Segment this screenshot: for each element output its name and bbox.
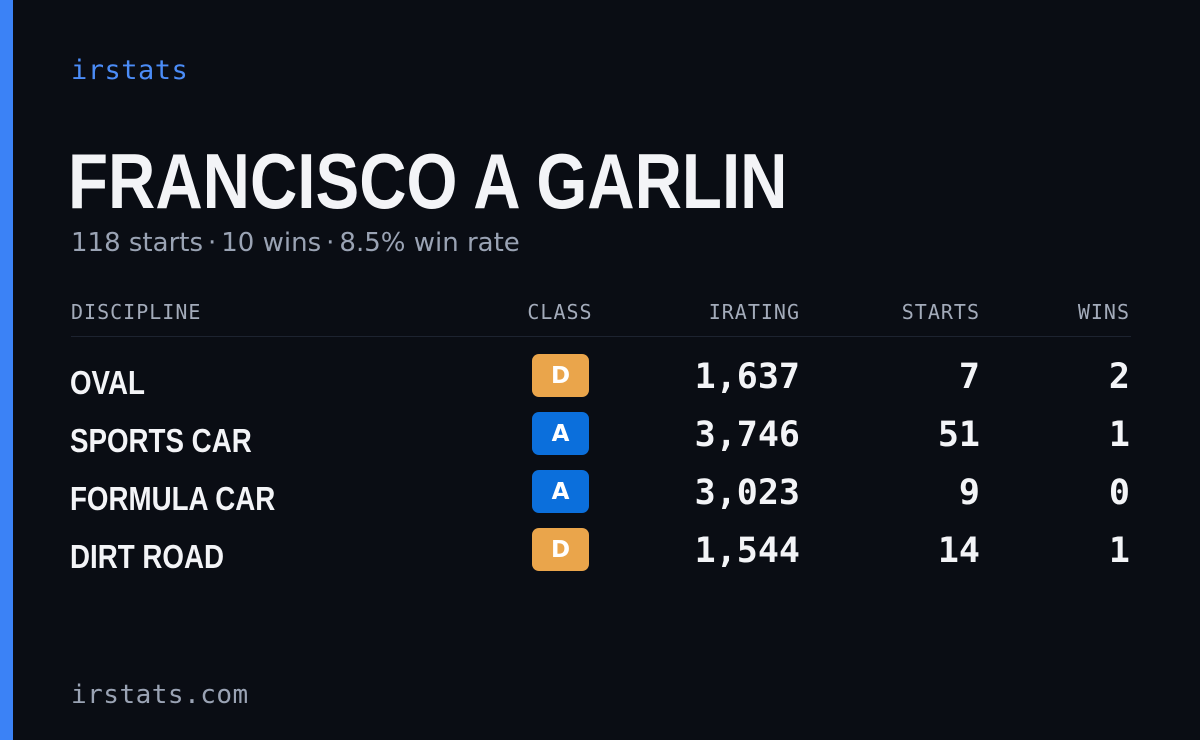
summary-separator: · xyxy=(208,228,217,258)
summary-starts: 118 starts xyxy=(71,228,203,258)
driver-summary: 118 starts · 10 wins · 8.5% win rate xyxy=(71,228,520,258)
starts-value: 7 xyxy=(958,357,980,397)
discipline-name: SPORTS CAR xyxy=(70,422,252,459)
wins-value: 1 xyxy=(1108,531,1130,571)
header-irating: IRATING xyxy=(708,300,800,324)
wins-value: 0 xyxy=(1108,473,1130,513)
header-class: CLASS xyxy=(527,300,593,324)
discipline-name: OVAL xyxy=(70,364,145,401)
table-row: DIRT ROAD D 1,544 14 1 xyxy=(0,528,1200,586)
wins-value: 2 xyxy=(1108,357,1130,397)
header-wins: WINS xyxy=(1077,300,1130,324)
table-row: OVAL D 1,637 7 2 xyxy=(0,354,1200,412)
irating-value: 3,023 xyxy=(694,473,800,513)
footer-domain: irstats.com xyxy=(71,680,249,710)
class-badge: D xyxy=(532,354,589,397)
wins-value: 1 xyxy=(1108,415,1130,455)
summary-wins: 10 wins xyxy=(221,228,322,258)
irating-value: 1,544 xyxy=(694,531,800,571)
header-discipline: DISCIPLINE xyxy=(71,300,202,324)
starts-value: 9 xyxy=(958,473,980,513)
starts-value: 51 xyxy=(937,415,980,455)
starts-value: 14 xyxy=(937,531,980,571)
class-badge: A xyxy=(532,412,589,455)
driver-name: FRANCISCO A GARLIN xyxy=(68,137,788,225)
table-row: FORMULA CAR A 3,023 9 0 xyxy=(0,470,1200,528)
brand-label: irstats xyxy=(71,55,189,86)
table-row: SPORTS CAR A 3,746 51 1 xyxy=(0,412,1200,470)
irating-value: 3,746 xyxy=(694,415,800,455)
discipline-name: DIRT ROAD xyxy=(70,538,224,575)
class-badge: A xyxy=(532,470,589,513)
summary-separator: · xyxy=(326,228,335,258)
accent-bar xyxy=(0,0,13,740)
summary-win-rate: 8.5% win rate xyxy=(339,228,520,258)
irating-value: 1,637 xyxy=(694,357,800,397)
header-divider xyxy=(71,336,1131,337)
class-badge: D xyxy=(532,528,589,571)
header-starts: STARTS xyxy=(901,300,980,324)
discipline-name: FORMULA CAR xyxy=(70,480,276,517)
